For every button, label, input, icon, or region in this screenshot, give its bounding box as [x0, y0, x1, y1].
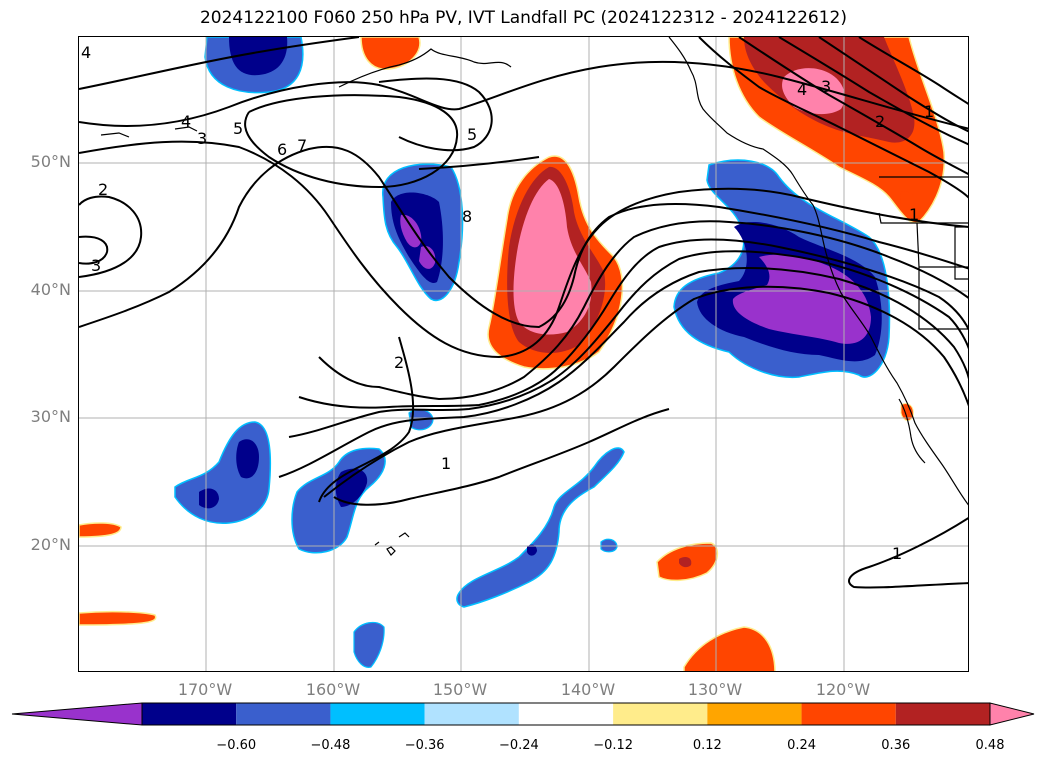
lat-label-50n: 50°N: [30, 152, 71, 171]
colorbar-tick-label: 0.24: [787, 738, 817, 753]
colorbar-tick-label: 0.12: [692, 738, 722, 753]
pv-contours: [79, 37, 968, 589]
lat-label-40n: 40°N: [30, 280, 71, 299]
contour-labels: 4 2 3 4 5 3 6 7 5 8 2 1 3 4 2 1 1 1: [81, 43, 934, 563]
lon-label-120w: 120°W: [815, 680, 871, 699]
contour-label: 5: [233, 119, 243, 138]
lon-label-160w: 160°W: [305, 680, 361, 699]
lon-label-130w: 130°W: [687, 680, 743, 699]
colorbar-segment: [142, 703, 237, 725]
contour-label: 5: [467, 125, 477, 144]
contour-label: 4: [181, 112, 191, 131]
contour-label: 3: [821, 77, 831, 96]
colorbar-tick-label: −0.48: [310, 738, 351, 753]
map-canvas: 4 2 3 4 5 3 6 7 5 8 2 1 3 4 2 1 1 1: [79, 37, 968, 671]
colorbar-tick-label: −0.36: [404, 738, 445, 753]
contour-label: 8: [462, 207, 472, 226]
contour-label: 6: [277, 140, 287, 159]
contour-label: 4: [797, 80, 807, 99]
map-title: 2024122100 F060 250 hPa PV, IVT Landfall…: [199, 8, 847, 28]
colorbar-tick-label: 0.48: [975, 738, 1005, 753]
colorbar-segment: [518, 703, 614, 725]
colorbar-outline: [141, 702, 991, 726]
contour-label: 1: [892, 544, 902, 563]
colorbar-tick-label: 0.36: [881, 738, 911, 753]
colorbar-tick-label: −0.24: [498, 738, 539, 753]
lon-label-140w: 140°W: [560, 680, 616, 699]
colorbar-extend-min: [11, 702, 143, 726]
contour-label: 2: [98, 180, 108, 199]
contour-label: 3: [91, 256, 101, 275]
map-panel: 4 2 3 4 5 3 6 7 5 8 2 1 3 4 2 1 1 1: [78, 36, 969, 672]
colorbar-segment: [424, 703, 519, 725]
contour-label: 7: [297, 136, 307, 155]
colorbar-segment: [613, 703, 708, 725]
lon-label-150w: 150°W: [432, 680, 488, 699]
contour-label: 2: [394, 353, 404, 372]
colorbar-segment: [895, 703, 990, 725]
colorbar-segment: [330, 703, 425, 725]
contour-label: 1: [441, 454, 451, 473]
colorbar-segments: [11, 702, 1035, 726]
contour-label: 4: [81, 43, 91, 62]
lon-label-170w: 170°W: [177, 680, 233, 699]
contour-label: 1: [909, 205, 919, 224]
contour-label: 2: [875, 112, 885, 131]
colorbar: [11, 702, 1035, 726]
colorbar-tick-label: −0.12: [593, 738, 634, 753]
colorbar-segment: [801, 703, 896, 725]
contour-label: 1: [924, 102, 934, 121]
lat-label-30n: 30°N: [30, 407, 71, 426]
colorbar-segment: [707, 703, 802, 725]
colorbar-segment: [236, 703, 331, 725]
contour-label: 3: [197, 129, 207, 148]
colorbar-extend-max: [989, 702, 1035, 726]
colorbar-tick-label: −0.60: [216, 738, 257, 753]
lat-label-20n: 20°N: [30, 535, 71, 554]
